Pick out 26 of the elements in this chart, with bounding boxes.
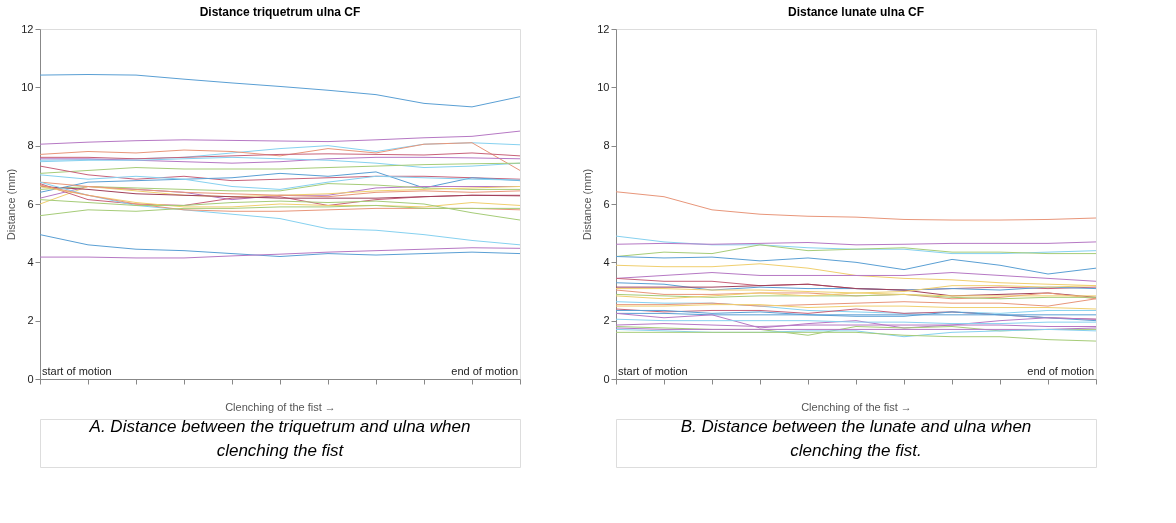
annotation: start of motion [618,365,688,377]
text: A. Distance between the triquetrum and ulna when clenching the fist [88,417,471,460]
y-tick-label: 10 [597,80,610,93]
annotation: start of motion [42,365,112,377]
chart-title: Distance lunate ulna CF [787,5,925,19]
y-tick-label: 10 [21,80,34,93]
y-tick-label: 0 [603,372,610,385]
chart-title: Distance triquetrum ulna CF [199,5,361,19]
y-tick-label: 8 [603,139,610,152]
y-tick-label: 12 [21,22,34,35]
x-axis-title: Clenching of the fist → [801,400,912,413]
y-tick-label: 12 [597,22,610,35]
y-tick-label: 0 [27,372,34,385]
y-tick-label: 2 [27,314,34,327]
y-tick-label: 2 [603,314,610,327]
x-axis-title: Clenching of the fist → [225,400,336,413]
y-tick-label: 4 [603,255,610,268]
y-axis-title: Distance (mm) [5,168,18,241]
text: B. Distance between the lunate and ulna when clenching the fist. [680,417,1032,460]
y-tick-label: 6 [27,197,34,210]
annotation: end of motion [1027,365,1094,377]
annotation: end of motion [451,365,518,377]
y-tick-label: 8 [27,139,34,152]
y-tick-label: 6 [603,197,610,210]
y-axis-title: Distance (mm) [581,168,594,241]
y-tick-label: 4 [27,255,34,268]
